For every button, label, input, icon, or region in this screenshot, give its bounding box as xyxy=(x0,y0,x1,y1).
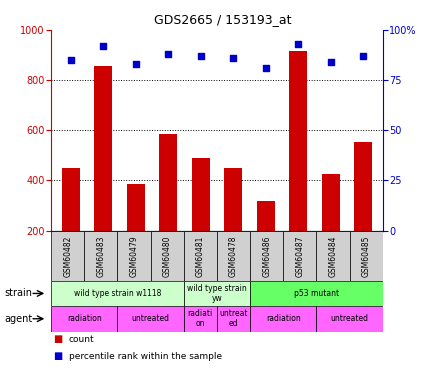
Text: ■: ■ xyxy=(53,351,63,361)
Bar xyxy=(217,231,250,281)
Bar xyxy=(350,231,383,281)
Bar xyxy=(51,281,184,306)
Bar xyxy=(289,51,307,281)
Text: GSM60482: GSM60482 xyxy=(63,235,72,277)
Text: radiati
on: radiati on xyxy=(188,309,213,328)
Text: wild type strain
yw: wild type strain yw xyxy=(187,284,247,303)
Point xyxy=(327,59,334,65)
Bar xyxy=(51,231,85,281)
Bar xyxy=(184,306,217,332)
Bar xyxy=(150,231,184,281)
Point xyxy=(262,65,269,71)
Text: GSM60486: GSM60486 xyxy=(262,235,271,277)
Point xyxy=(197,53,204,59)
Bar xyxy=(192,158,210,281)
Text: percentile rank within the sample: percentile rank within the sample xyxy=(69,352,222,361)
Bar xyxy=(224,168,242,281)
Bar xyxy=(127,184,145,281)
Text: GSM60485: GSM60485 xyxy=(362,235,371,277)
Text: GSM60479: GSM60479 xyxy=(129,235,138,277)
Bar xyxy=(250,306,316,332)
Bar xyxy=(51,306,117,332)
Text: untreated: untreated xyxy=(331,314,368,323)
Bar xyxy=(94,66,112,281)
Text: untreated: untreated xyxy=(132,314,170,323)
Bar xyxy=(184,281,250,306)
Bar xyxy=(322,174,340,281)
Bar xyxy=(316,231,350,281)
Text: wild type strain w1118: wild type strain w1118 xyxy=(74,289,161,298)
Text: GSM60484: GSM60484 xyxy=(328,235,337,277)
Text: agent: agent xyxy=(4,314,32,324)
Point xyxy=(67,57,74,63)
Bar xyxy=(117,231,150,281)
Bar xyxy=(184,231,217,281)
Point xyxy=(295,41,302,47)
Bar xyxy=(257,201,275,281)
Bar xyxy=(62,168,80,281)
Text: p53 mutant: p53 mutant xyxy=(294,289,339,298)
Bar xyxy=(250,231,283,281)
Point xyxy=(165,51,172,57)
Text: ■: ■ xyxy=(53,334,63,344)
Point xyxy=(360,53,367,59)
Bar xyxy=(117,306,184,332)
Bar xyxy=(316,306,383,332)
Text: GSM60478: GSM60478 xyxy=(229,235,238,277)
Bar xyxy=(217,306,250,332)
Point xyxy=(100,43,107,49)
Text: GSM60487: GSM60487 xyxy=(295,235,304,277)
Text: untreat
ed: untreat ed xyxy=(219,309,248,328)
Text: GSM60481: GSM60481 xyxy=(196,235,205,277)
Text: count: count xyxy=(69,335,95,344)
Text: strain: strain xyxy=(4,288,32,298)
Bar xyxy=(85,231,117,281)
Bar xyxy=(159,134,177,281)
Bar xyxy=(354,142,372,281)
Text: radiation: radiation xyxy=(266,314,301,323)
Text: GSM60480: GSM60480 xyxy=(163,235,172,277)
Text: GDS2665 / 153193_at: GDS2665 / 153193_at xyxy=(154,13,291,26)
Bar xyxy=(250,281,383,306)
Text: GSM60483: GSM60483 xyxy=(97,235,105,277)
Text: radiation: radiation xyxy=(67,314,102,323)
Point xyxy=(230,55,237,61)
Bar xyxy=(283,231,316,281)
Point xyxy=(132,61,139,67)
